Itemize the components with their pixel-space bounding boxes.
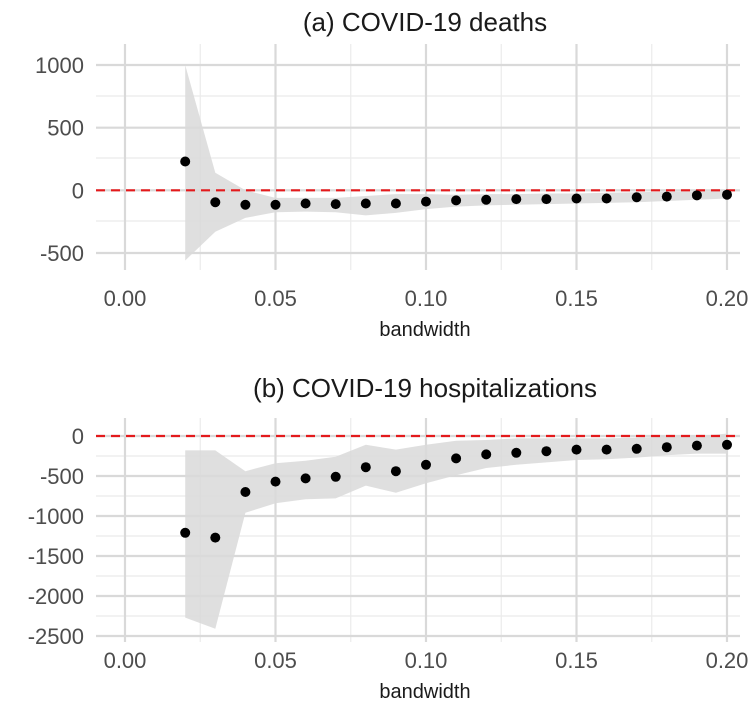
panel-b-x-axis-label: bandwidth — [379, 681, 470, 703]
panel-a-data-point — [451, 195, 462, 206]
panel-b-data-point — [330, 471, 341, 482]
panel-b-data-point — [571, 444, 582, 455]
panel-a-data-point — [691, 190, 702, 201]
panel-a-x-tick-label: 0.15 — [555, 286, 598, 311]
panel-a-data-point — [300, 198, 311, 209]
panel-b-data-point — [451, 453, 462, 464]
panel-a-data-point — [541, 194, 552, 205]
panel-b-y-tick-label: -1000 — [28, 504, 84, 529]
panel-b-data-point — [240, 487, 251, 497]
panel-a-x-tick-label: 0.05 — [254, 286, 297, 311]
panel-a-data-point — [240, 199, 251, 210]
panel-b-data-point — [390, 466, 401, 477]
panel-b-x-tick-label: 0.10 — [405, 648, 448, 673]
panel-b-confidence-band — [185, 433, 727, 629]
panel-a-data-point — [210, 197, 221, 208]
panel-a-data-point — [481, 194, 492, 205]
panel-b-x-tick-label: 0.00 — [104, 648, 147, 673]
panel-a-data-point — [330, 199, 341, 210]
panel-a-data-point — [722, 189, 732, 200]
panel-a-y-tick-label: 0 — [72, 178, 84, 203]
panel-a-title: (a) COVID-19 deaths — [303, 7, 547, 37]
panel-b-data-point — [360, 462, 371, 473]
panel-a-x-tick-label: 0.00 — [104, 286, 147, 311]
panel-b-data-point — [601, 444, 612, 455]
panel-b-data-point — [511, 447, 522, 458]
panel-b-y-tick-label: 0 — [72, 424, 84, 449]
panel-b-y-tick-label: -1500 — [28, 544, 84, 569]
panel-b-data-point — [481, 449, 492, 460]
panel-a-x-tick-label: 0.20 — [706, 286, 749, 311]
panel-b-data-point — [421, 459, 431, 470]
panel-a: 1000 500 0 -500 0.00 0.05 0.10 0.15 0.20 (a) COVI… — [35, 7, 748, 341]
panel-b-title: (b) COVID-19 hospitalizations — [253, 373, 597, 403]
panel-b-data-point — [180, 527, 191, 538]
panel-b-data-point — [300, 473, 311, 484]
panel-b-data-point — [631, 443, 642, 454]
panel-a-x-tick-label: 0.10 — [405, 286, 448, 311]
panel-a-y-tick-label: -500 — [40, 241, 84, 266]
panel-b-data-point — [691, 440, 702, 451]
panel-b-y-tick-label: -500 — [40, 464, 84, 489]
panel-b-x-tick-label: 0.20 — [706, 648, 749, 673]
panel-a-data-point — [661, 191, 672, 202]
panel-a-data-point — [511, 194, 522, 205]
panel-b: 0 -500 -1000 -1500 -2000 -2500 0.00 0.05 0.10 0.1… — [28, 373, 749, 703]
panel-b-x-tick-label: 0.05 — [254, 648, 297, 673]
panel-b-data-point — [722, 439, 732, 450]
panel-a-data-point — [270, 199, 281, 210]
panel-a-data-point — [421, 196, 431, 207]
panel-a-confidence-band — [185, 65, 727, 261]
panel-b-data-point — [541, 446, 552, 457]
panel-a-data-point — [601, 193, 612, 204]
panel-a-x-axis-label: bandwidth — [379, 319, 470, 341]
panel-a-data-point — [571, 193, 582, 204]
panel-a-data-point — [631, 192, 642, 203]
panel-a-data-point — [360, 198, 371, 209]
panel-b-data-point — [661, 442, 672, 453]
panel-b-y-tick-label: -2000 — [28, 584, 84, 609]
panel-a-y-tick-label: 1000 — [35, 53, 84, 78]
panel-a-data-point — [390, 198, 401, 209]
panel-b-data-point — [210, 532, 221, 543]
panel-b-x-tick-label: 0.15 — [555, 648, 598, 673]
panel-b-y-tick-label: -2500 — [28, 624, 84, 649]
panel-b-data-point — [270, 476, 281, 487]
panel-a-y-tick-label: 500 — [47, 116, 84, 141]
panel-a-data-point — [180, 156, 191, 167]
